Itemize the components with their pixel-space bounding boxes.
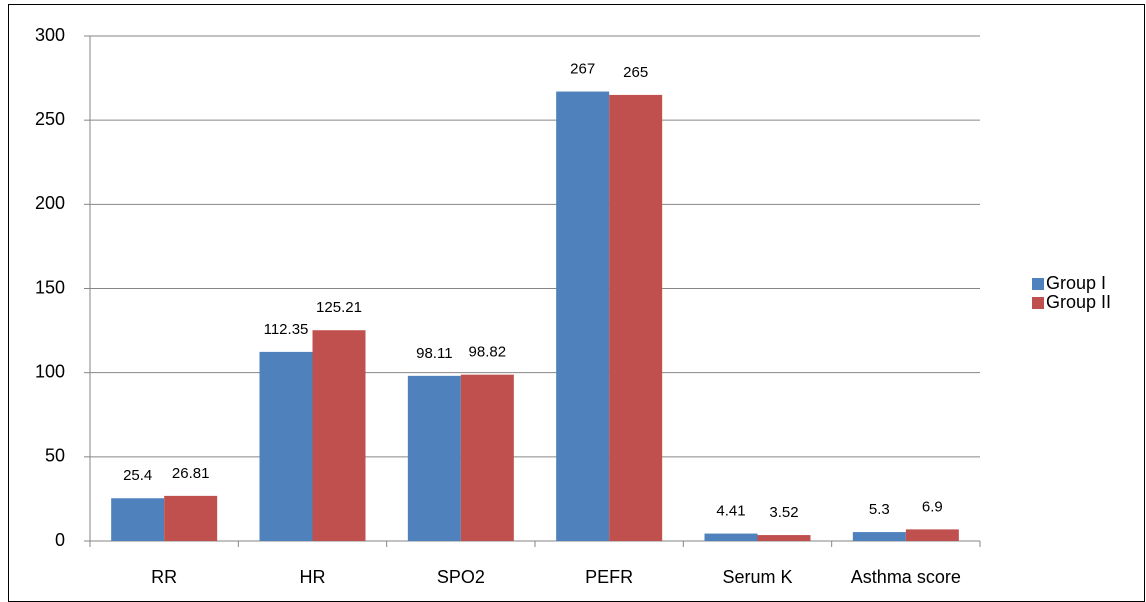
bar: [556, 91, 610, 542]
legend-swatch: [1032, 297, 1044, 309]
y-tick-label: 100: [35, 361, 65, 381]
value-label: 267: [570, 61, 595, 78]
bar: [111, 498, 165, 541]
bar: [905, 529, 959, 541]
bar: [460, 374, 514, 541]
y-tick-label: 300: [35, 25, 65, 45]
value-label: 4.41: [716, 503, 745, 520]
bar: [164, 495, 218, 541]
x-tick-label: SPO2: [437, 567, 485, 587]
x-tick-label: PEFR: [585, 567, 633, 587]
x-tick-label: RR: [151, 567, 177, 587]
y-tick-label: 0: [55, 530, 65, 550]
value-label: 6.9: [922, 498, 943, 515]
y-tick-label: 250: [35, 109, 65, 129]
bar: [852, 532, 906, 541]
x-tick-label: Serum K: [722, 567, 792, 587]
bar: [704, 533, 758, 541]
x-tick-label: Asthma score: [851, 567, 961, 587]
value-label: 98.11: [416, 345, 452, 362]
value-label: 25.4: [123, 467, 152, 484]
legend-label: Group I: [1046, 273, 1106, 293]
legend-swatch: [1032, 278, 1044, 290]
value-label: 26.81: [172, 465, 210, 482]
bar: [609, 94, 663, 542]
value-label: 125.21: [316, 299, 362, 316]
y-tick-label: 200: [35, 193, 65, 213]
y-tick-label: 150: [35, 277, 65, 297]
value-label: 5.3: [869, 501, 890, 518]
bar: [757, 535, 811, 541]
y-tick-label: 50: [45, 446, 65, 466]
bar: [407, 375, 461, 541]
value-label: 265: [623, 64, 648, 81]
value-label: 112.35: [264, 321, 309, 338]
value-label: 3.52: [769, 504, 798, 521]
x-tick-label: HR: [300, 567, 326, 587]
legend-label: Group II: [1046, 292, 1111, 312]
value-label: 98.82: [469, 344, 507, 361]
bar: [259, 351, 313, 541]
bar: [312, 330, 366, 541]
